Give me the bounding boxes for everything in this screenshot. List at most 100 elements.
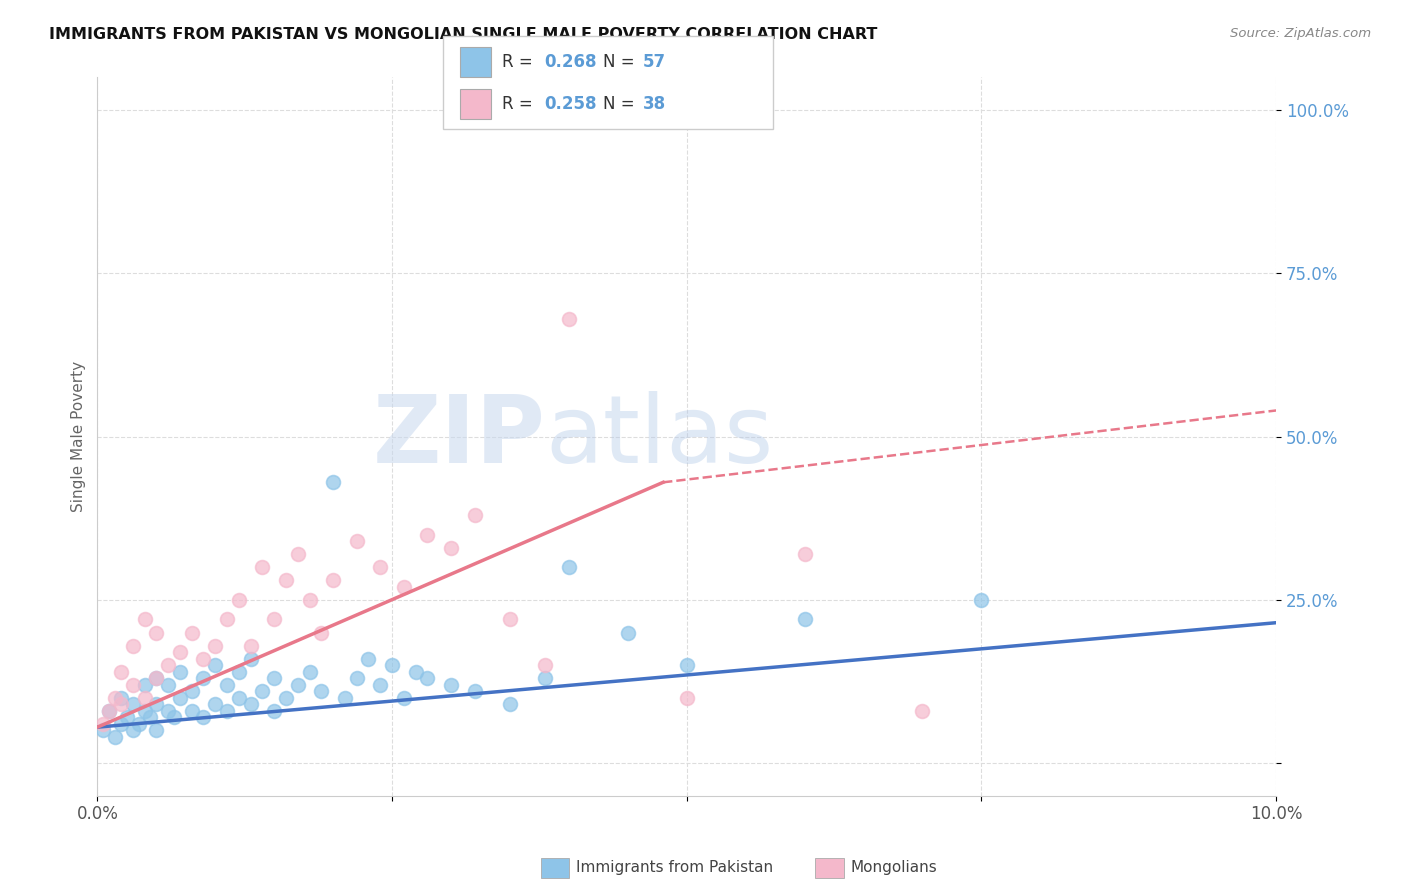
Point bbox=[322, 574, 344, 588]
Text: N =: N = bbox=[603, 53, 640, 70]
Point bbox=[98, 704, 121, 718]
Point bbox=[311, 684, 333, 698]
Point bbox=[193, 710, 215, 724]
Point bbox=[381, 658, 404, 673]
Point bbox=[239, 651, 262, 665]
Point bbox=[169, 690, 191, 705]
Point bbox=[204, 639, 226, 653]
Point bbox=[911, 704, 934, 718]
Point bbox=[287, 547, 309, 561]
Point bbox=[287, 678, 309, 692]
Point bbox=[180, 684, 202, 698]
Point bbox=[121, 678, 143, 692]
Text: IMMIGRANTS FROM PAKISTAN VS MONGOLIAN SINGLE MALE POVERTY CORRELATION CHART: IMMIGRANTS FROM PAKISTAN VS MONGOLIAN SI… bbox=[49, 27, 877, 42]
Point bbox=[128, 717, 150, 731]
Point bbox=[228, 690, 250, 705]
Point bbox=[793, 547, 815, 561]
Point bbox=[617, 625, 640, 640]
Point bbox=[346, 534, 368, 549]
Text: 0.258: 0.258 bbox=[544, 95, 596, 113]
Point bbox=[134, 612, 156, 626]
Point bbox=[169, 665, 191, 679]
Point bbox=[311, 625, 333, 640]
Point bbox=[139, 710, 162, 724]
Point bbox=[104, 690, 127, 705]
Point bbox=[416, 671, 439, 685]
Text: ZIP: ZIP bbox=[373, 391, 546, 483]
Point bbox=[416, 527, 439, 541]
Text: Immigrants from Pakistan: Immigrants from Pakistan bbox=[576, 860, 773, 874]
Point bbox=[121, 723, 143, 738]
Point bbox=[333, 690, 356, 705]
Point bbox=[121, 639, 143, 653]
Text: 57: 57 bbox=[643, 53, 665, 70]
Point bbox=[274, 574, 297, 588]
Point bbox=[298, 592, 321, 607]
Point bbox=[169, 645, 191, 659]
Point bbox=[110, 665, 132, 679]
Point bbox=[134, 678, 156, 692]
Point bbox=[239, 698, 262, 712]
Point bbox=[239, 639, 262, 653]
Point bbox=[392, 690, 415, 705]
Text: N =: N = bbox=[603, 95, 640, 113]
Point bbox=[157, 658, 180, 673]
Point bbox=[440, 541, 463, 555]
Point bbox=[180, 704, 202, 718]
Point bbox=[534, 658, 557, 673]
Point bbox=[322, 475, 344, 490]
Text: 0.268: 0.268 bbox=[544, 53, 596, 70]
Point bbox=[263, 612, 285, 626]
Point bbox=[134, 704, 156, 718]
Point bbox=[110, 717, 132, 731]
Text: atlas: atlas bbox=[546, 391, 773, 483]
Point bbox=[499, 612, 522, 626]
Point bbox=[675, 658, 697, 673]
Point bbox=[228, 665, 250, 679]
Point bbox=[180, 625, 202, 640]
Y-axis label: Single Male Poverty: Single Male Poverty bbox=[72, 361, 86, 512]
Point bbox=[110, 698, 132, 712]
Point bbox=[252, 684, 274, 698]
Point bbox=[145, 698, 167, 712]
Point bbox=[440, 678, 463, 692]
Point bbox=[134, 690, 156, 705]
Text: R =: R = bbox=[502, 95, 538, 113]
Point bbox=[252, 560, 274, 574]
Point bbox=[464, 684, 486, 698]
Point bbox=[145, 625, 167, 640]
Point bbox=[558, 312, 581, 326]
Point bbox=[534, 671, 557, 685]
Point bbox=[274, 690, 297, 705]
Point bbox=[145, 671, 167, 685]
Point bbox=[558, 560, 581, 574]
Point bbox=[145, 671, 167, 685]
Point bbox=[145, 723, 167, 738]
Point bbox=[346, 671, 368, 685]
Point bbox=[91, 723, 114, 738]
Text: R =: R = bbox=[502, 53, 538, 70]
Point bbox=[405, 665, 427, 679]
Point bbox=[204, 658, 226, 673]
Point bbox=[104, 730, 127, 744]
Point bbox=[970, 592, 993, 607]
Point bbox=[215, 612, 238, 626]
Point bbox=[228, 592, 250, 607]
Text: 38: 38 bbox=[643, 95, 665, 113]
Text: Mongolians: Mongolians bbox=[851, 860, 938, 874]
Point bbox=[357, 651, 380, 665]
Point bbox=[464, 508, 486, 522]
Point bbox=[204, 698, 226, 712]
Point bbox=[91, 717, 114, 731]
Point bbox=[368, 560, 391, 574]
Text: Source: ZipAtlas.com: Source: ZipAtlas.com bbox=[1230, 27, 1371, 40]
Point bbox=[121, 698, 143, 712]
Point bbox=[392, 580, 415, 594]
Point bbox=[193, 671, 215, 685]
Point bbox=[368, 678, 391, 692]
Point bbox=[157, 678, 180, 692]
Point bbox=[793, 612, 815, 626]
Point bbox=[263, 671, 285, 685]
Point bbox=[110, 690, 132, 705]
Point bbox=[675, 690, 697, 705]
